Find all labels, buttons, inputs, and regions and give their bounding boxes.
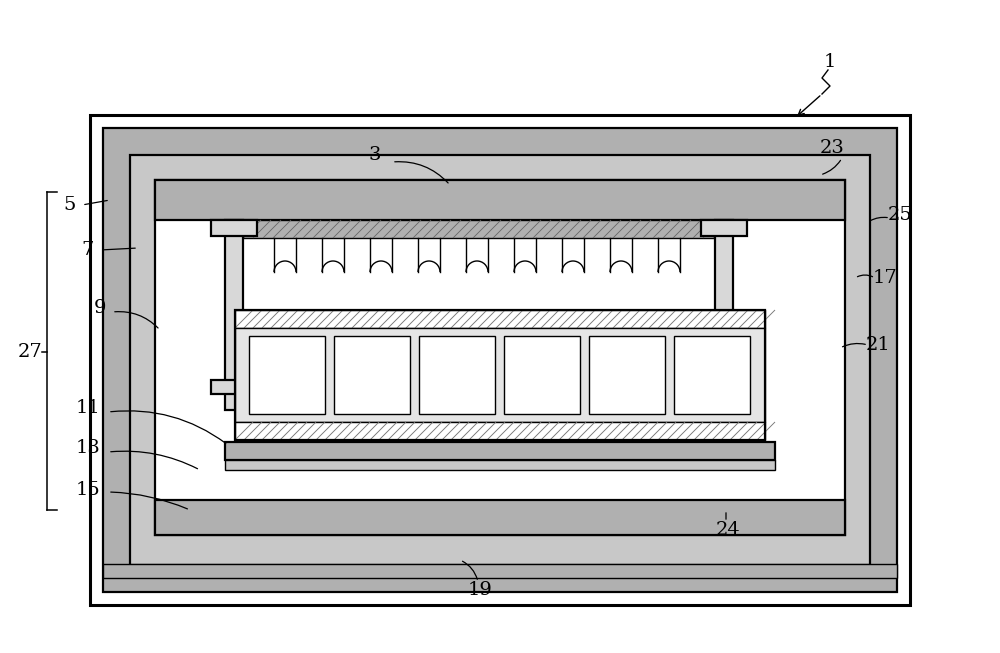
Bar (155, 500, 845, 535)
Bar (701, 220, 747, 236)
Bar (334, 336, 410, 414)
Bar (504, 336, 580, 414)
Bar (155, 180, 845, 535)
Bar (211, 220, 257, 236)
Bar (225, 442, 775, 460)
Text: 17: 17 (873, 269, 897, 287)
Text: 11: 11 (76, 399, 100, 417)
Text: 7: 7 (82, 241, 94, 259)
Bar (589, 336, 665, 414)
Text: 27: 27 (18, 343, 42, 361)
Bar (211, 380, 257, 394)
Text: 5: 5 (64, 196, 76, 214)
Bar (249, 336, 325, 414)
Bar (225, 460, 775, 470)
Text: 1: 1 (824, 53, 836, 71)
Bar (130, 155, 870, 565)
Text: 21: 21 (866, 336, 890, 354)
Bar (235, 422, 765, 440)
Bar (701, 380, 747, 394)
Text: 23: 23 (820, 139, 844, 157)
Bar (155, 180, 845, 220)
Text: 19: 19 (468, 581, 492, 599)
Bar (103, 128, 897, 592)
Text: 9: 9 (94, 299, 106, 317)
Text: 13: 13 (76, 439, 100, 457)
Bar (235, 328, 765, 422)
Bar (225, 220, 243, 410)
Bar (674, 336, 750, 414)
Bar (715, 220, 733, 410)
Bar (90, 115, 910, 605)
Text: 24: 24 (716, 521, 740, 539)
Text: 15: 15 (76, 481, 100, 499)
Bar (243, 220, 715, 238)
Bar (235, 310, 765, 440)
Bar (419, 336, 495, 414)
Bar (235, 310, 765, 328)
Text: 25: 25 (888, 206, 912, 224)
Bar (103, 564, 897, 578)
Text: 3: 3 (369, 146, 381, 164)
